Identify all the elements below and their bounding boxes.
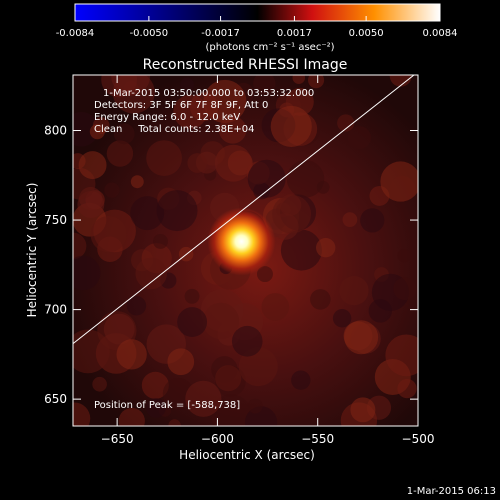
annotation-time-range: 1-Mar-2015 03:50:00.000 to 03:53:32.000 — [103, 88, 314, 99]
annotation-detectors: Detectors: 3F 5F 6F 7F 8F 9F, Att 0 — [94, 100, 268, 111]
y-tick-label: 650 — [44, 392, 67, 406]
colorbar — [74, 3, 441, 22]
heatmap-image — [73, 75, 418, 426]
annotation-clean: Clean Total counts: 2.38E+04 — [94, 124, 254, 135]
peak-source — [207, 207, 276, 276]
colorbar-ticks: -0.0084 -0.0050 -0.0017 0.0017 0.0050 0.0084 — [56, 16, 458, 39]
footer-date: 1-Mar-2015 06:13 — [407, 486, 496, 497]
y-axis-ticks: 650 700 750 800 — [44, 124, 418, 406]
colorbar-tick-label: 0.0050 — [349, 28, 384, 39]
x-axis-label: Heliocentric X (arcsec) — [179, 448, 315, 462]
y-tick-label: 800 — [44, 124, 67, 138]
chart-title: Reconstructed RHESSI Image — [143, 57, 348, 73]
x-tick-label: −550 — [301, 432, 334, 446]
plot-frame — [72, 74, 419, 427]
x-tick-label: −500 — [402, 432, 435, 446]
colorbar-tick-label: -0.0050 — [130, 28, 169, 39]
solar-limb-line — [73, 75, 415, 345]
x-tick-label: −650 — [101, 432, 134, 446]
y-axis-label: Heliocentric Y (arcsec) — [25, 183, 39, 318]
colorbar-tick-label: 0.0017 — [277, 28, 312, 39]
annotation-energy: Energy Range: 6.0 - 12.0 keV — [94, 112, 240, 123]
colorbar-tick-label: -0.0084 — [56, 28, 95, 39]
colorbar-tick-label: -0.0017 — [201, 28, 240, 39]
colorbar-tick-label: 0.0084 — [423, 28, 458, 39]
y-tick-label: 750 — [44, 213, 67, 227]
annotation-peak-position: Position of Peak = [-588,738] — [94, 400, 240, 411]
x-axis-ticks: −650 −600 −550 −500 — [101, 75, 435, 446]
colorbar-unit-label: (photons cm⁻² s⁻¹ asec⁻²) — [205, 42, 334, 53]
y-tick-label: 700 — [44, 303, 67, 317]
x-tick-label: −600 — [201, 432, 234, 446]
